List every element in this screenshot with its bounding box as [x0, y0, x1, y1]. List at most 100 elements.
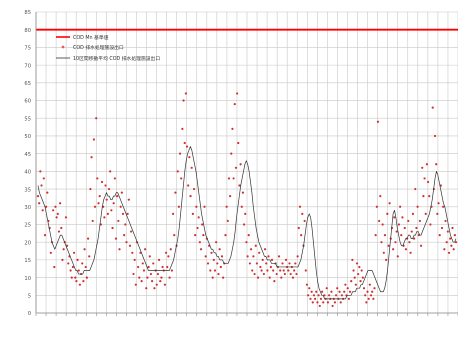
- data-point: [386, 212, 389, 215]
- data-point: [316, 301, 319, 304]
- data-point: [244, 212, 247, 215]
- data-point: [77, 269, 80, 272]
- data-point: [443, 248, 446, 251]
- data-point: [109, 170, 112, 173]
- data-point: [236, 92, 239, 95]
- data-point: [351, 258, 354, 261]
- data-point: [217, 272, 220, 276]
- data-point: [383, 233, 387, 237]
- data-point: [296, 255, 299, 258]
- data-point: [218, 248, 221, 251]
- data-point: [346, 287, 349, 290]
- data-point: [49, 251, 52, 254]
- data-point: [69, 269, 72, 272]
- data-point: [148, 255, 151, 258]
- data-point: [412, 237, 416, 240]
- data-point: [418, 219, 422, 223]
- data-point: [220, 255, 224, 258]
- data-point: [171, 212, 175, 215]
- data-point: [146, 276, 149, 279]
- data-point: [198, 241, 201, 244]
- data-point: [381, 223, 384, 226]
- data-point: [71, 265, 75, 269]
- data-point: [225, 205, 228, 208]
- data-point: [140, 280, 143, 283]
- data-point: [423, 177, 426, 180]
- data-point: [173, 233, 176, 237]
- data-point: [394, 241, 397, 244]
- data-point: [178, 152, 182, 155]
- data-point: [360, 269, 363, 272]
- data-point: [353, 276, 356, 279]
- data-point: [45, 205, 48, 208]
- data-point: [295, 272, 298, 276]
- data-point: [111, 226, 114, 230]
- data-point: [379, 195, 382, 198]
- data-point: [155, 283, 158, 286]
- data-point: [352, 269, 355, 272]
- data-point: [119, 205, 122, 208]
- data-point: [447, 251, 451, 254]
- data-point: [267, 255, 270, 258]
- data-point: [281, 262, 284, 265]
- data-point: [414, 187, 417, 191]
- data-point: [325, 287, 328, 290]
- data-point: [203, 205, 206, 208]
- data-point: [248, 262, 252, 265]
- data-point: [64, 216, 68, 219]
- data-point: [310, 290, 313, 293]
- data-point: [46, 191, 49, 194]
- data-point: [438, 233, 441, 237]
- data-point: [326, 301, 330, 304]
- data-point: [133, 258, 136, 261]
- data-point: [426, 180, 430, 184]
- data-point: [255, 262, 258, 265]
- data-point: [340, 294, 343, 297]
- data-point: [92, 138, 95, 141]
- y-tick-label: 70: [24, 63, 31, 69]
- data-point: [213, 269, 217, 272]
- data-point: [393, 216, 396, 219]
- data-point: [400, 233, 403, 237]
- data-point: [56, 212, 59, 215]
- data-point: [114, 237, 118, 240]
- data-point: [227, 177, 231, 180]
- y-tick-label: 75: [24, 46, 31, 52]
- data-point: [371, 290, 374, 293]
- data-point: [319, 297, 323, 300]
- data-point: [211, 276, 214, 279]
- data-point: [112, 202, 115, 205]
- y-tick-label: 55: [24, 116, 31, 122]
- data-point: [168, 276, 171, 279]
- data-point: [301, 212, 304, 215]
- data-point: [408, 241, 411, 244]
- data-point: [40, 184, 43, 187]
- data-point: [106, 212, 109, 215]
- y-axis-ticks: 0 5 10 15 20 25 30 35 40 45 50 55 60 65 70 75 80 85: [24, 10, 31, 317]
- y-tick-label: 60: [24, 99, 31, 105]
- data-point: [453, 233, 456, 237]
- data-point: [425, 163, 428, 166]
- data-point: [388, 202, 391, 205]
- data-point: [399, 205, 402, 208]
- data-point: [145, 287, 148, 290]
- data-point: [416, 205, 419, 208]
- data-point: [163, 283, 167, 286]
- data-point: [42, 177, 45, 180]
- data-point: [41, 209, 44, 212]
- data-point: [130, 230, 133, 233]
- grid-layer: [35, 11, 458, 314]
- data-point: [327, 294, 331, 297]
- data-point: [322, 301, 325, 304]
- data-point: [190, 166, 193, 169]
- data-point: [181, 127, 184, 130]
- data-point: [234, 166, 238, 169]
- data-point: [373, 287, 376, 290]
- data-point: [164, 251, 168, 254]
- data-point: [183, 141, 186, 145]
- data-point: [307, 294, 310, 297]
- data-point: [283, 272, 286, 276]
- data-point: [362, 287, 366, 290]
- data-point: [294, 262, 297, 265]
